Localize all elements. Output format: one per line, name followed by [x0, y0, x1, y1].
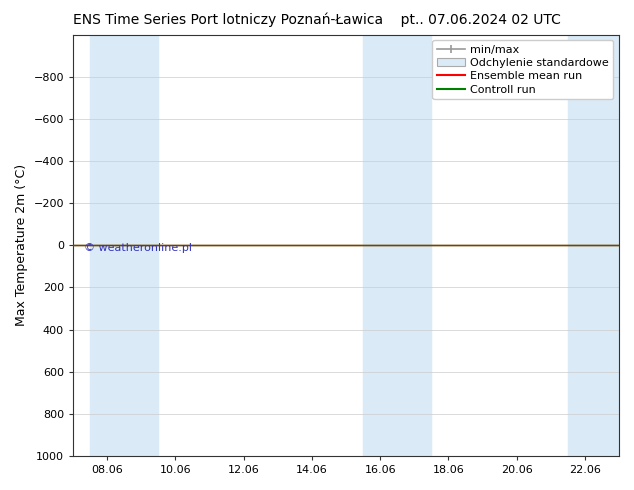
Legend: min/max, Odchylenie standardowe, Ensemble mean run, Controll run: min/max, Odchylenie standardowe, Ensembl… [432, 40, 614, 99]
Bar [363, 35, 431, 456]
Bar [568, 35, 619, 456]
Y-axis label: Max Temperature 2m (°C): Max Temperature 2m (°C) [15, 164, 28, 326]
Text: © weatheronline.pl: © weatheronline.pl [84, 243, 192, 253]
Text: ENS Time Series Port lotniczy Poznań-Ławica    pt.. 07.06.2024 02 UTC: ENS Time Series Port lotniczy Poznań-Ław… [73, 12, 561, 27]
Bar [90, 35, 158, 456]
